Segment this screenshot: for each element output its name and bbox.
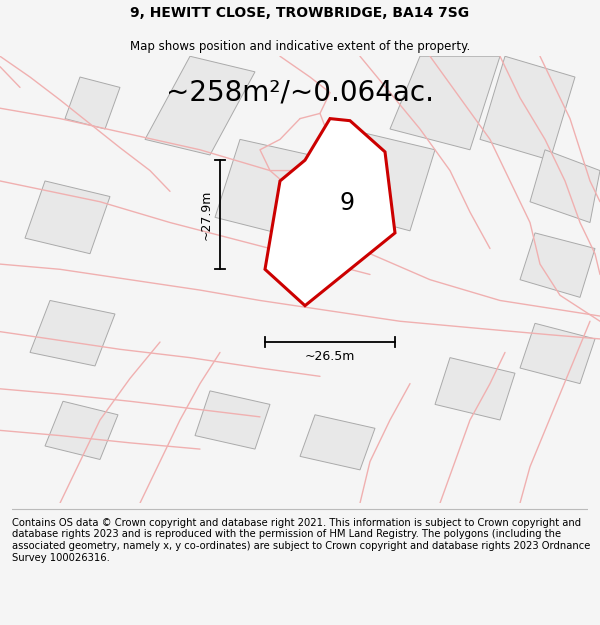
Polygon shape <box>390 56 500 150</box>
Polygon shape <box>30 301 115 366</box>
Polygon shape <box>530 150 600 222</box>
Polygon shape <box>300 415 375 470</box>
Polygon shape <box>340 133 435 231</box>
Text: Contains OS data © Crown copyright and database right 2021. This information is : Contains OS data © Crown copyright and d… <box>12 518 590 562</box>
Text: ~27.9m: ~27.9m <box>199 189 212 240</box>
Polygon shape <box>195 391 270 449</box>
Polygon shape <box>215 139 310 235</box>
Text: 9, HEWITT CLOSE, TROWBRIDGE, BA14 7SG: 9, HEWITT CLOSE, TROWBRIDGE, BA14 7SG <box>130 6 470 20</box>
Text: ~258m²/~0.064ac.: ~258m²/~0.064ac. <box>166 79 434 107</box>
Polygon shape <box>480 56 575 160</box>
Text: 9: 9 <box>340 191 355 215</box>
Polygon shape <box>45 401 118 459</box>
Polygon shape <box>520 233 595 298</box>
Polygon shape <box>520 323 595 384</box>
Polygon shape <box>435 357 515 420</box>
Polygon shape <box>65 77 120 129</box>
Polygon shape <box>145 56 255 155</box>
Text: Map shows position and indicative extent of the property.: Map shows position and indicative extent… <box>130 40 470 52</box>
Polygon shape <box>25 181 110 254</box>
Polygon shape <box>265 119 395 306</box>
Text: ~26.5m: ~26.5m <box>305 350 355 363</box>
